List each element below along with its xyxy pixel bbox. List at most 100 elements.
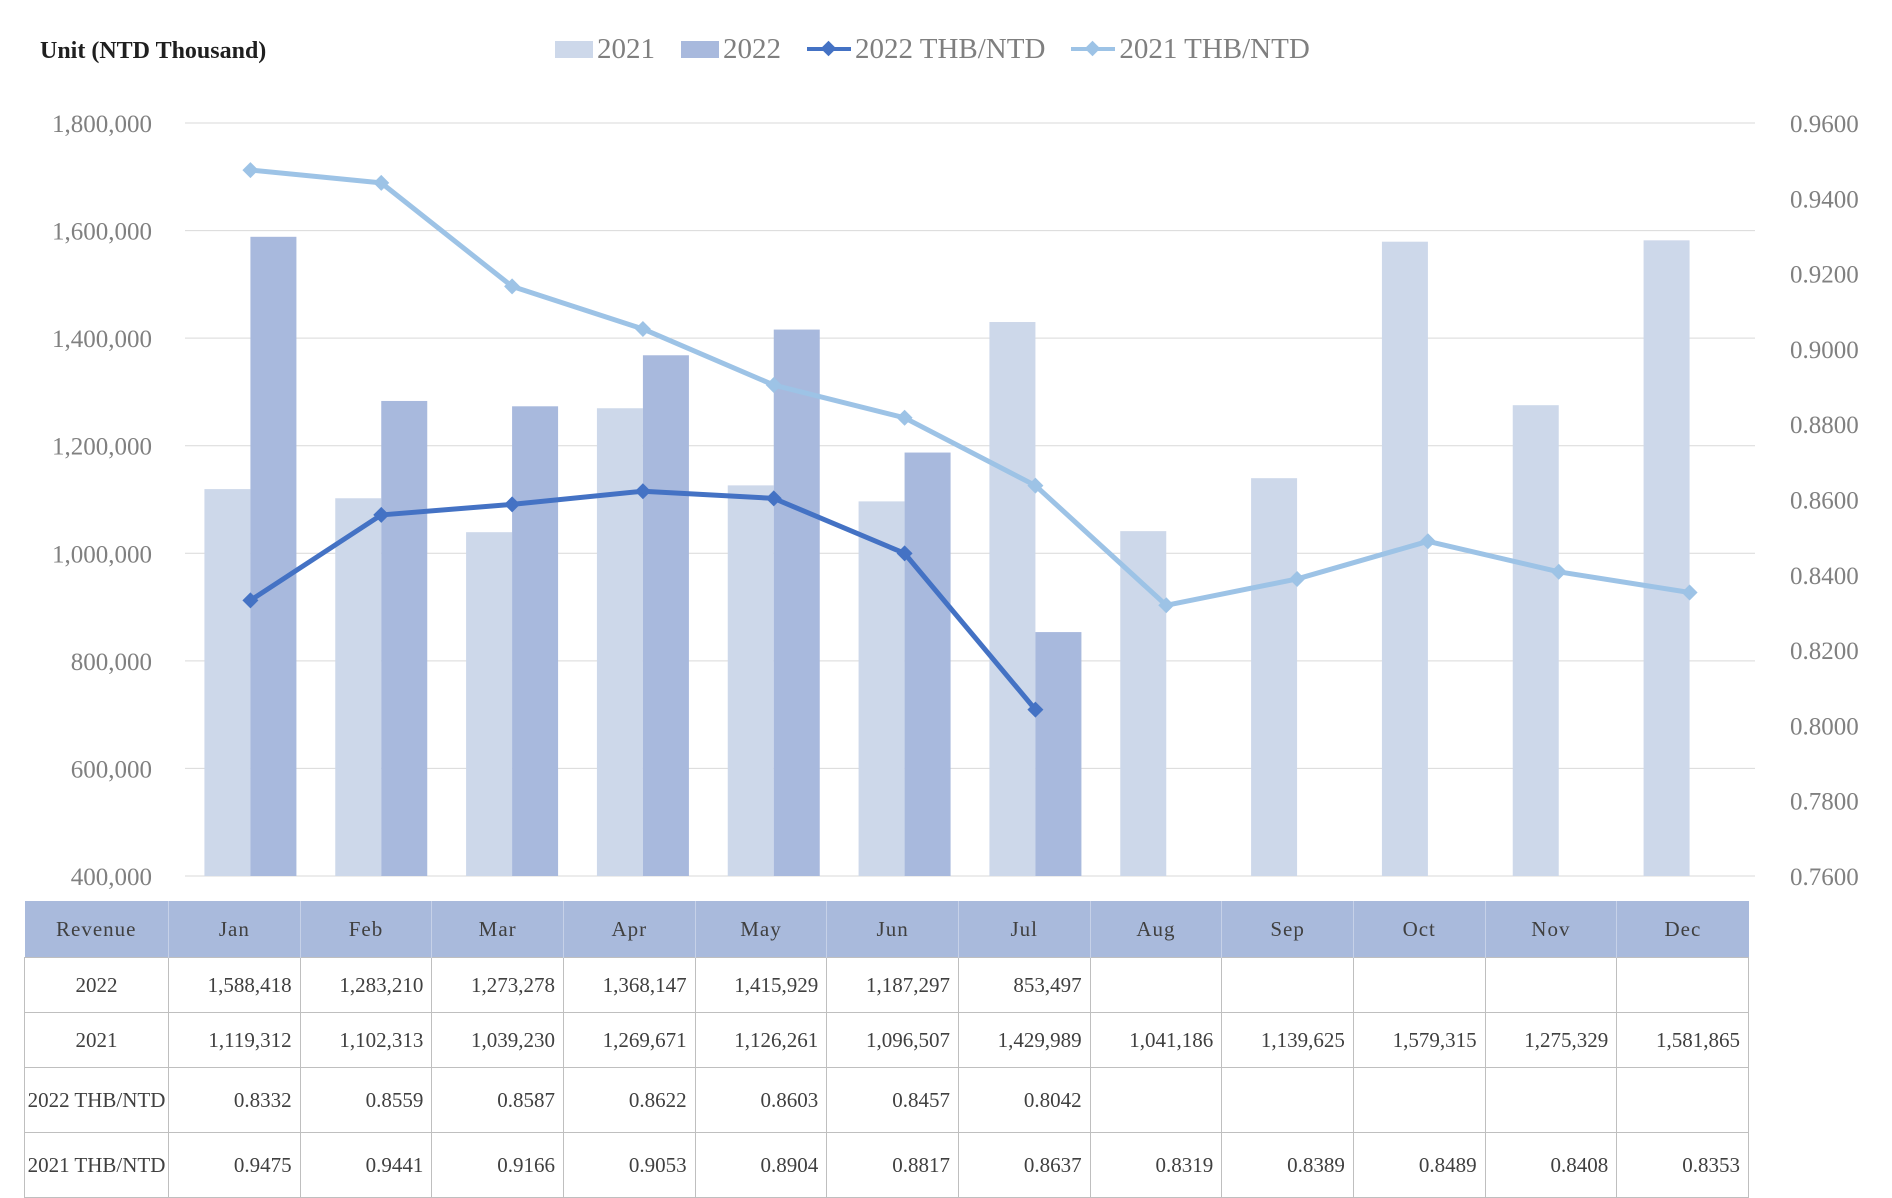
bar-2021-Nov <box>1512 405 1559 876</box>
row-label: 2021 THB/NTD <box>24 1132 169 1198</box>
table-header-month: Mar <box>431 901 564 958</box>
bar-2021-Sep <box>1251 478 1298 876</box>
table-cell: 0.8042 <box>957 1067 1091 1133</box>
y-right-tick-label: 0.9200 <box>1790 262 1859 289</box>
y-left-tick-label: 1,800,000 <box>52 111 152 138</box>
table-cell: 853,497 <box>957 957 1091 1013</box>
point-2021-THB-NTD-Oct <box>1419 533 1436 550</box>
table-row: 2022 1,588,418 1,283,210 1,273,278 1,368… <box>24 957 1749 1013</box>
table-cell: 1,126,261 <box>694 1012 828 1068</box>
y-left-tick-label: 600,000 <box>71 756 152 783</box>
table-cell: 0.8622 <box>562 1067 696 1133</box>
table-header-row: Revenue Jan Feb Mar Apr May Jun Jul Aug … <box>24 901 1749 958</box>
y-left-tick-label: 1,600,000 <box>52 219 152 246</box>
table-cell: 1,588,418 <box>168 957 301 1013</box>
table-cell: 0.8559 <box>299 1067 433 1133</box>
table-cell: 1,275,329 <box>1484 1012 1618 1068</box>
bar-2022-Jan <box>250 236 297 876</box>
y-left-tick-label: 1,000,000 <box>52 541 152 568</box>
point-2022-THB-NTD-May <box>765 490 782 507</box>
table-cell: 0.8489 <box>1352 1132 1486 1198</box>
legend-swatch-2022 <box>681 40 719 58</box>
table-cell <box>1352 1067 1486 1133</box>
legend-label-2022-rate: 2022 THB/NTD <box>855 32 1046 65</box>
legend-label-2021: 2021 <box>597 32 655 65</box>
table-cell <box>1616 957 1749 1013</box>
table-header-month: Nov <box>1484 901 1617 958</box>
y-right-tick-label: 0.9600 <box>1790 111 1859 138</box>
bar-series <box>204 236 1690 877</box>
table-row: 2021 1,119,312 1,102,313 1,039,230 1,269… <box>24 1012 1749 1068</box>
point-2021-THB-NTD-May <box>765 377 782 394</box>
y-left-tick-label: 1,400,000 <box>52 326 152 353</box>
gridlines <box>185 122 1755 877</box>
table-cell <box>1484 1067 1618 1133</box>
legend-swatch-2021-rate <box>1071 40 1116 58</box>
bar-2022-May <box>773 329 820 876</box>
table-cell: 0.9441 <box>299 1132 433 1198</box>
point-2021-THB-NTD-Sep <box>1289 570 1306 587</box>
table-cell: 0.8603 <box>694 1067 828 1133</box>
table-cell: 1,273,278 <box>431 957 564 1013</box>
y-right-tick-label: 0.8200 <box>1790 638 1859 665</box>
table-cell <box>1089 957 1223 1013</box>
table-cell: 1,368,147 <box>562 957 696 1013</box>
legend-item-2021: 2021 <box>555 33 655 66</box>
legend-swatch-2022-rate <box>807 40 851 58</box>
point-2021-THB-NTD-Apr <box>634 320 651 337</box>
table-cell: 0.8353 <box>1616 1132 1749 1198</box>
bar-2021-Dec <box>1643 240 1690 877</box>
table-cell <box>1221 1067 1354 1133</box>
y-right-tick-label: 0.7600 <box>1790 864 1859 891</box>
point-2021-THB-NTD-Feb <box>373 174 390 191</box>
row-label: 2021 <box>24 1012 169 1068</box>
table-cell: 1,102,313 <box>299 1012 433 1068</box>
bar-2022-Mar <box>512 406 559 876</box>
y-right-tick-label: 0.8400 <box>1790 563 1859 590</box>
table-cell: 1,581,865 <box>1616 1012 1749 1068</box>
table-header-month: Jun <box>826 901 959 958</box>
table-header-month: May <box>694 901 827 958</box>
y-left-tick-label: 800,000 <box>71 649 152 676</box>
y-left-tick-label: 1,200,000 <box>52 434 152 461</box>
table-header-month: Jul <box>957 901 1091 958</box>
table-cell: 1,041,186 <box>1089 1012 1223 1068</box>
table-cell <box>1089 1067 1223 1133</box>
point-2021-THB-NTD-Jan <box>242 162 259 179</box>
table-cell: 0.9166 <box>431 1132 564 1198</box>
point-2022-THB-NTD-Apr <box>634 483 651 500</box>
bar-2021-Aug <box>1120 531 1167 876</box>
bar-2021-Mar <box>466 532 513 876</box>
table-cell <box>1616 1067 1749 1133</box>
table-header-month: Aug <box>1089 901 1222 958</box>
table-cell: 0.8817 <box>826 1132 959 1198</box>
y-right-tick-label: 0.8800 <box>1790 412 1859 439</box>
table-cell: 1,039,230 <box>431 1012 564 1068</box>
table-header-month: Oct <box>1352 901 1486 958</box>
legend-item-2021-rate: 2021 THB/NTD <box>1071 33 1310 66</box>
table-cell: 1,283,210 <box>299 957 433 1013</box>
table-cell: 1,579,315 <box>1352 1012 1486 1068</box>
table-cell: 0.8457 <box>826 1067 959 1133</box>
table-cell: 0.8637 <box>957 1132 1091 1198</box>
table-cell <box>1352 957 1486 1013</box>
point-2022-THB-NTD-Jun <box>896 545 913 562</box>
bar-2021-Feb <box>335 498 382 876</box>
row-label: 2022 THB/NTD <box>24 1067 169 1133</box>
legend-swatch-2021 <box>555 40 593 58</box>
table-header-month: Apr <box>562 901 696 958</box>
bar-2022-Apr <box>642 355 689 876</box>
table-cell <box>1221 957 1354 1013</box>
table-header-month: Feb <box>299 901 432 958</box>
table-row: 2022 THB/NTD 0.8332 0.8559 0.8587 0.8622… <box>24 1067 1749 1133</box>
table-cell: 1,429,989 <box>957 1012 1091 1068</box>
table-cell: 1,269,671 <box>562 1012 696 1068</box>
legend-item-2022-rate: 2022 THB/NTD <box>807 33 1045 66</box>
table-cell: 0.8319 <box>1089 1132 1223 1198</box>
legend-item-2022: 2022 <box>681 33 781 66</box>
point-2021-THB-NTD-Aug <box>1158 597 1175 614</box>
table-cell: 1,096,507 <box>826 1012 959 1068</box>
point-2022-THB-NTD-Jul <box>1027 701 1044 718</box>
point-2021-THB-NTD-Jun <box>896 409 913 426</box>
table-cell: 0.8587 <box>431 1067 564 1133</box>
